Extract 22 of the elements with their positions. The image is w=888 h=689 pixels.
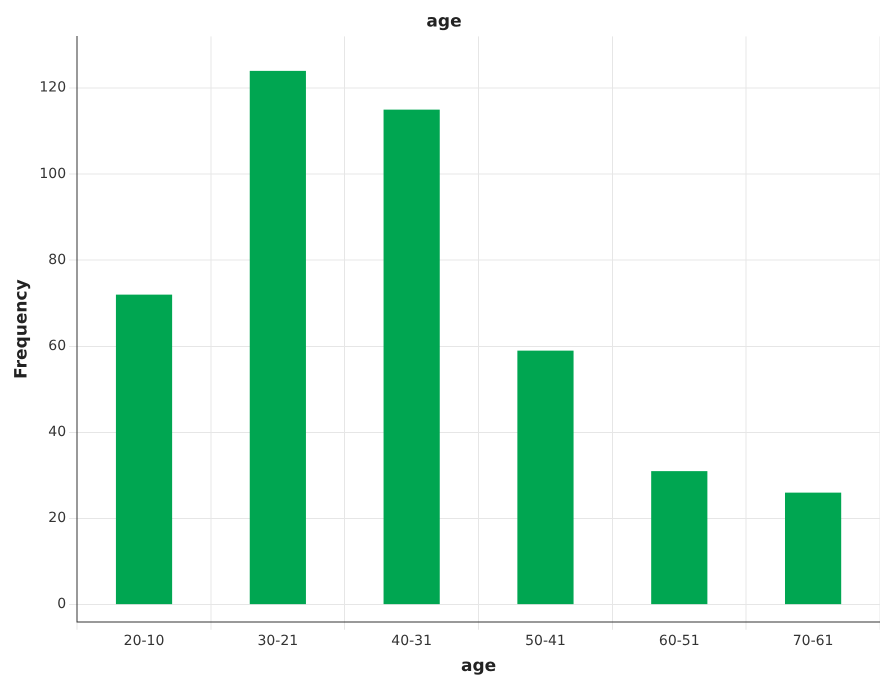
y-tick-label: 60 [48,338,66,354]
y-axis-title: Frequency [12,279,32,379]
y-tick-label: 40 [48,424,66,440]
chart-title: age [426,12,462,32]
bar [517,350,574,604]
bar [784,492,842,604]
x-tick-label: 60-51 [658,632,700,649]
bar [250,70,306,604]
bar [384,110,440,604]
x-tick-label: 30-21 [257,632,298,649]
bar [651,471,708,604]
x-tick-label: 40-31 [391,632,432,649]
x-axis-title: age [460,656,496,676]
x-tick-label: 70-61 [792,632,834,649]
y-tick-label: 80 [48,252,66,268]
bar [116,294,172,604]
x-tick-label: 20-10 [124,632,164,649]
y-tick-label: 20 [48,510,66,526]
y-tick-label: 100 [39,166,66,182]
x-tick-label: 50-41 [525,632,566,649]
y-tick-label: 120 [39,80,66,96]
y-tick-label: 0 [57,596,66,612]
